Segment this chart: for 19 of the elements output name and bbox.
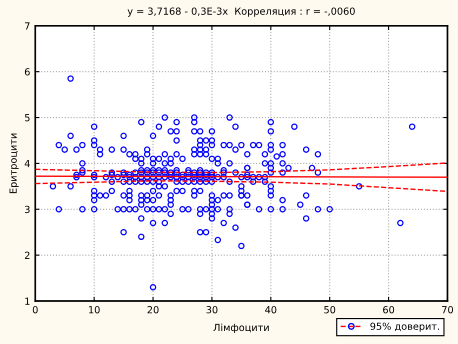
x-tick-label: 30 xyxy=(206,306,218,314)
y-axis-title: Еритроцити xyxy=(10,134,19,194)
chart-title: y = 3,7168 - 0,3E-3x Корреляция : r = -,0060 xyxy=(128,7,355,17)
y-tick-label: 7 xyxy=(25,22,30,30)
y-tick-label: 5 xyxy=(24,114,30,122)
x-tick-label: 50 xyxy=(324,306,336,314)
x-tick-label: 20 xyxy=(148,306,159,314)
x-tick-label: 70 xyxy=(442,306,454,314)
y-tick-label: 1 xyxy=(25,298,30,305)
x-tick-label: 40 xyxy=(265,306,276,314)
x-tick-label: 10 xyxy=(89,306,100,314)
y-tick-label: 6 xyxy=(24,68,30,76)
x-axis-title: Лімфоцити xyxy=(214,324,269,334)
y-tick-label: 4 xyxy=(24,160,30,168)
x-tick-label: 60 xyxy=(383,306,394,314)
x-tick-label: 0 xyxy=(32,306,38,314)
y-tick-label: 2 xyxy=(24,252,30,259)
y-tick-label: 3 xyxy=(24,206,30,214)
legend-label: 95% доверит. xyxy=(370,322,440,332)
